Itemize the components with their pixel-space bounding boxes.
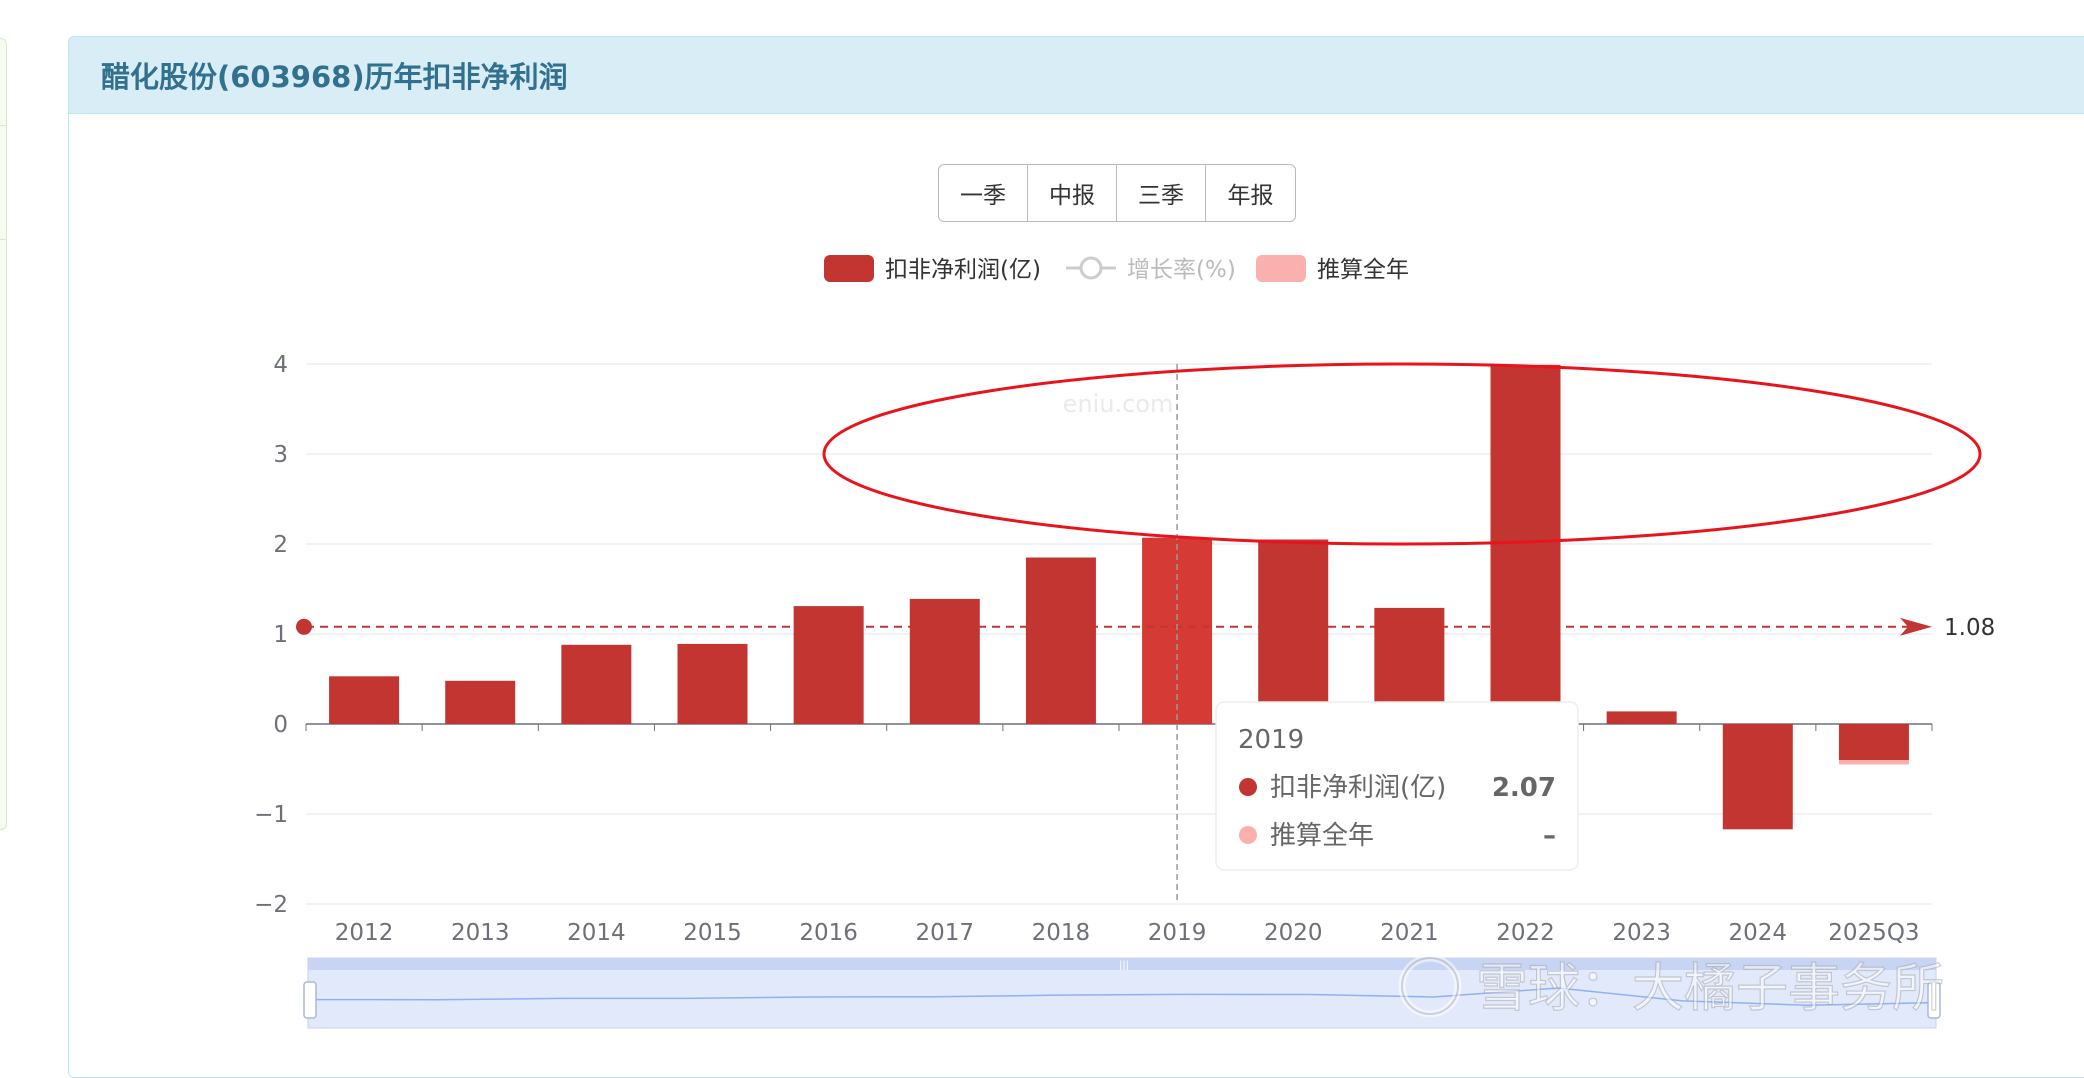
legend-item-1[interactable]: 增长率(%) xyxy=(1066,256,1236,283)
profit-bar[interactable] xyxy=(793,606,864,724)
x-tick-label: 2012 xyxy=(335,920,394,946)
x-tick-label: 2021 xyxy=(1380,920,1439,946)
x-tick-label: 2017 xyxy=(916,920,975,946)
x-tick-label: 2023 xyxy=(1612,920,1671,946)
profit-bar[interactable] xyxy=(1490,364,1561,724)
period-button-half-year[interactable]: 中报 xyxy=(1028,165,1117,221)
average-line-label: 1.08 xyxy=(1944,615,1995,641)
data-zoom-move-handle[interactable]: ||| xyxy=(1119,960,1129,971)
xueqiu-watermark-text: 雪球：大橘子事务所 xyxy=(1476,959,1944,1019)
x-tick-label: 2016 xyxy=(799,920,858,946)
tooltip-box xyxy=(1215,701,1579,871)
profit-bar[interactable] xyxy=(1258,539,1329,725)
profit-bar[interactable] xyxy=(677,643,748,724)
data-zoom-preview-line xyxy=(311,987,1933,1006)
profit-bar[interactable] xyxy=(1838,724,1909,760)
profit-bar[interactable] xyxy=(561,644,632,724)
y-tick-label: 1 xyxy=(273,622,288,648)
legend-label: 扣非净利润(亿) xyxy=(885,257,1041,283)
x-tick-label: 2024 xyxy=(1729,920,1788,946)
legend-label: 增长率(%) xyxy=(1127,257,1236,283)
profit-bar[interactable] xyxy=(329,676,400,724)
profit-bar[interactable] xyxy=(1722,724,1793,830)
legend-item-0[interactable]: 扣非净利润(亿) xyxy=(824,255,1041,283)
left-panel-divider xyxy=(0,125,6,126)
legend-swatch-icon xyxy=(1256,255,1306,282)
profit-bar[interactable] xyxy=(909,598,980,724)
x-tick-label: 2020 xyxy=(1264,920,1323,946)
tooltip: 2019 扣非净利润(亿) 2.07 推算全年 – xyxy=(1215,701,1579,871)
x-tick-label: 2015 xyxy=(683,920,742,946)
data-zoom-slider[interactable]: ||| xyxy=(303,957,1941,1029)
tooltip-row-label: 扣非净利润(亿) xyxy=(1270,773,1446,803)
y-tick-label: 2 xyxy=(273,532,288,558)
y-tick-label: 4 xyxy=(273,352,288,378)
x-tick-label: 2019 xyxy=(1148,920,1207,946)
y-tick-label: −2 xyxy=(254,892,288,918)
average-line-arrow-icon xyxy=(1900,617,1932,636)
legend-circle-icon xyxy=(1079,256,1103,280)
period-button-q3[interactable]: 三季 xyxy=(1117,165,1206,221)
tooltip-title: 2019 xyxy=(1238,725,1304,755)
average-line-start-dot xyxy=(296,618,312,635)
panel-title: 醋化股份(603968)历年扣非净利润 xyxy=(101,60,568,94)
annotation-ellipse xyxy=(822,362,1982,546)
data-zoom-right-handle[interactable] xyxy=(1927,981,1941,1019)
x-tick-label: 2022 xyxy=(1496,920,1555,946)
period-button-q1[interactable]: 一季 xyxy=(939,165,1028,221)
period-button-group: 一季 中报 三季 年报 xyxy=(938,164,1296,222)
tooltip-row-value: – xyxy=(1543,821,1556,851)
x-tick-label: 2018 xyxy=(1032,920,1091,946)
y-tick-label: −1 xyxy=(254,802,288,828)
watermark-text: eniu.com xyxy=(1063,390,1174,418)
left-panel-divider xyxy=(0,239,6,240)
x-tick-label: 2025Q3 xyxy=(1828,920,1919,946)
legend-item-2[interactable]: 推算全年 xyxy=(1256,255,1409,283)
data-zoom-left-handle[interactable] xyxy=(303,981,317,1019)
y-tick-label: 3 xyxy=(273,442,288,468)
profit-bar[interactable] xyxy=(1025,557,1096,725)
tooltip-marker-dot xyxy=(1239,778,1257,796)
period-button-annual[interactable]: 年报 xyxy=(1227,183,1274,209)
chart-legend: 扣非净利润(亿) 增长率(%) 推算全年 xyxy=(824,255,1409,283)
profit-bar[interactable] xyxy=(1606,711,1677,724)
xueqiu-watermark: 雪球：大橘子事务所 xyxy=(1398,954,1945,1020)
data-zoom-bar xyxy=(308,958,1936,970)
legend-swatch-icon xyxy=(824,255,874,282)
estimate-bar[interactable] xyxy=(1838,760,1909,765)
legend-label: 推算全年 xyxy=(1317,257,1409,283)
x-tick-label: 2013 xyxy=(451,920,510,946)
panel-header: 醋化股份(603968)历年扣非净利润 xyxy=(69,37,2084,114)
tooltip-marker-dot xyxy=(1239,826,1257,844)
tooltip-row-value: 2.07 xyxy=(1492,773,1556,803)
y-tick-label: 0 xyxy=(273,712,288,738)
profit-bar[interactable] xyxy=(445,680,516,724)
x-tick-label: 2014 xyxy=(567,920,626,946)
tooltip-row-label: 推算全年 xyxy=(1270,821,1374,851)
profit-bar-chart: 扣非净利润(亿) 增长率(%) 推算全年 4 3 2 1 0 −1 −2 2012 2013 2014 2… xyxy=(254,255,1995,1029)
xueqiu-logo-ring xyxy=(1401,957,1459,1015)
